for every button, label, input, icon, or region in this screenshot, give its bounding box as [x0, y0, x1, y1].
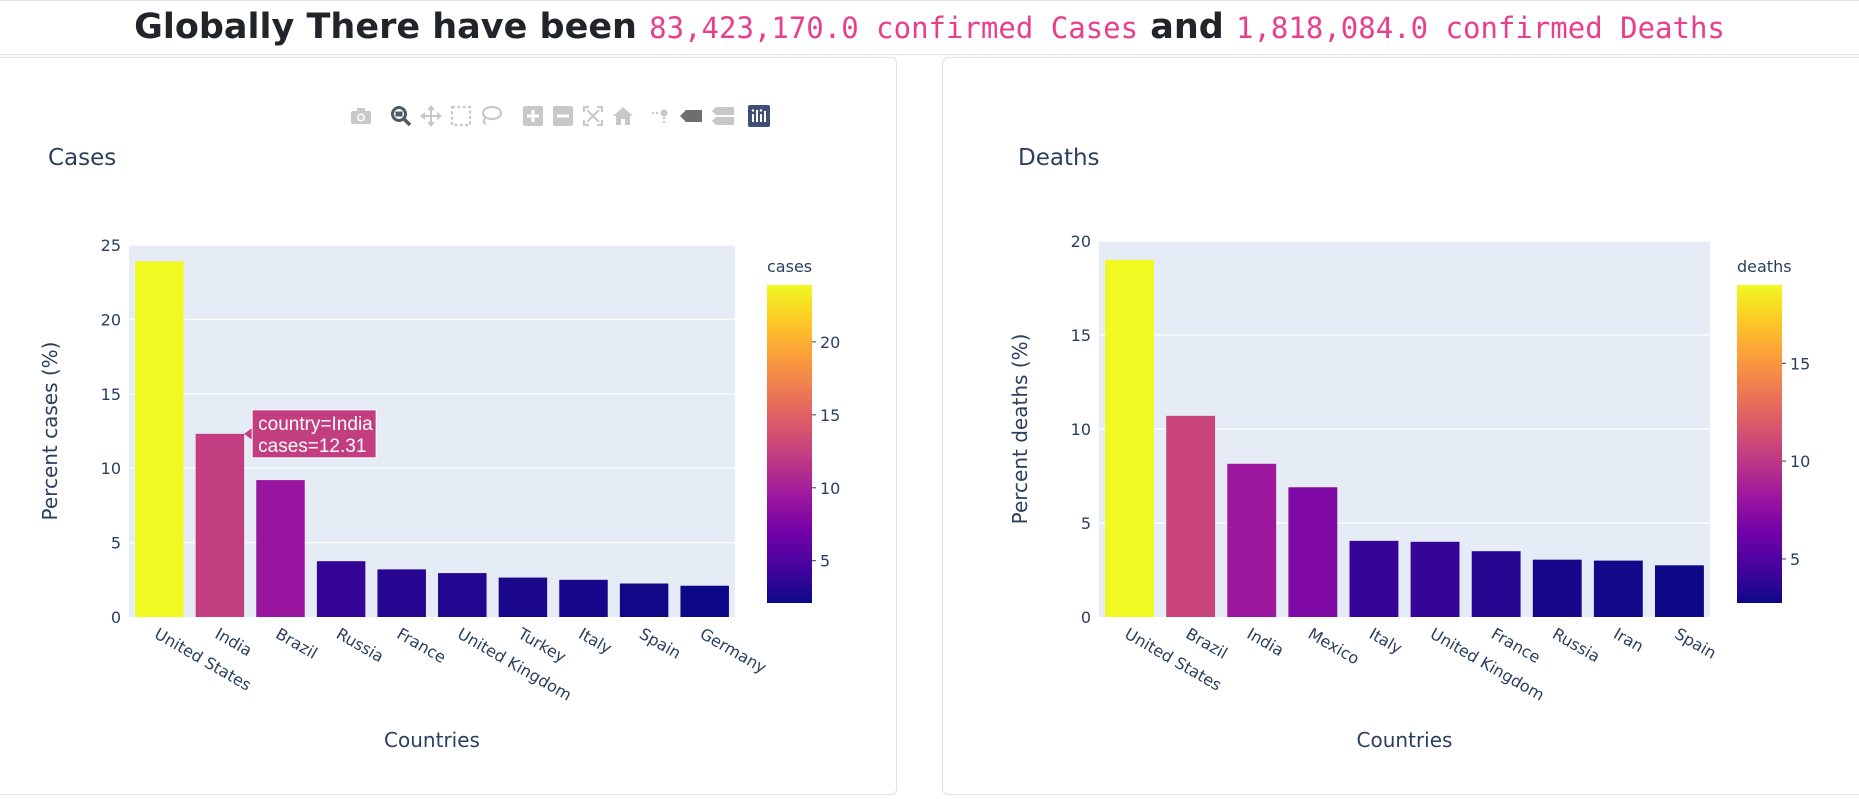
colorbar-tick-label: 10 [1790, 452, 1810, 471]
cases-chart-card: Cases 0 5 10 15 20 25 United States India Brazil R… [0, 57, 897, 795]
y-tick-label: 20 [101, 310, 121, 329]
bar-mexico[interactable] [1288, 487, 1338, 617]
box-select-icon[interactable] [448, 103, 474, 129]
tooltip-line: cases=12.31 [258, 436, 366, 457]
x-tick-label: Spain [636, 624, 684, 663]
bar-spain[interactable] [1655, 565, 1704, 617]
tooltip-line: country=India [258, 414, 373, 435]
colorbar-tick-label: 15 [820, 406, 840, 425]
x-tick-label: Russia [333, 624, 387, 666]
confirmed-deaths-value: 1,818,084.0 confirmed Deaths [1236, 11, 1725, 45]
x-tick-label: France [394, 624, 450, 667]
colorbar-tick-label: 15 [1790, 354, 1810, 373]
colorbar-tick-label: 10 [820, 479, 840, 498]
bar-italy[interactable] [1349, 540, 1399, 617]
bar-russia[interactable] [1532, 559, 1582, 617]
tooltip-pointer [244, 427, 253, 440]
bar-iran[interactable] [1593, 560, 1643, 617]
plotly-logo-icon[interactable] [746, 103, 772, 129]
colorbar [1737, 285, 1782, 603]
x-tick-label: Brazil [273, 624, 321, 663]
y-tick-label: 0 [1081, 608, 1091, 627]
y-tick-label: 10 [101, 459, 121, 478]
x-tick-label: India [1244, 624, 1288, 660]
bar-france[interactable] [1471, 551, 1521, 617]
chart-title: Deaths [1018, 145, 1100, 171]
x-tick-label: Mexico [1305, 624, 1363, 668]
bar-brazil[interactable] [256, 480, 305, 617]
deaths-chart-card: Deaths 0 5 10 15 20 United States Brazil India Me… [942, 57, 1859, 795]
bar-spain[interactable] [619, 583, 669, 617]
bar-india[interactable] [195, 433, 245, 617]
y-tick-label: 25 [101, 236, 121, 255]
zoom-icon[interactable] [388, 103, 414, 129]
autoscale-icon[interactable] [580, 103, 606, 129]
zoom-in-icon[interactable] [520, 103, 546, 129]
y-tick-label: 0 [111, 608, 121, 627]
bar-united-states[interactable] [135, 261, 184, 617]
x-tick-label: Germany [697, 624, 770, 677]
x-axis-title: Countries [384, 728, 480, 752]
x-tick-label: India [212, 624, 256, 660]
headline-connector: and [1150, 7, 1224, 47]
camera-icon[interactable] [348, 103, 374, 129]
bar-turkey[interactable] [498, 577, 548, 617]
spike-lines-icon[interactable] [648, 103, 674, 129]
bar-brazil[interactable] [1166, 415, 1216, 617]
bar-germany[interactable] [680, 585, 729, 617]
colorbar-tick-label: 20 [820, 333, 840, 352]
y-tick-label: 5 [111, 534, 121, 553]
zoom-out-icon[interactable] [550, 103, 576, 129]
bar-france[interactable] [377, 569, 426, 617]
bar-united-states[interactable] [1105, 259, 1154, 617]
y-axis-title: Percent cases (%) [38, 342, 62, 521]
x-tick-label: Iran [1610, 624, 1647, 656]
confirmed-cases-value: 83,423,170.0 confirmed Cases [649, 11, 1139, 45]
bar-india[interactable] [1227, 463, 1277, 617]
x-tick-label: Russia [1549, 624, 1603, 666]
bar-united-kingdom[interactable] [1410, 541, 1460, 617]
lasso-select-icon[interactable] [478, 103, 504, 129]
x-tick-label: Italy [576, 624, 616, 658]
hover-compare-icon[interactable] [710, 103, 736, 129]
x-tick-label: Italy [1366, 624, 1406, 658]
pan-icon[interactable] [418, 103, 444, 129]
reset-axes-icon[interactable] [610, 103, 636, 129]
y-tick-label: 5 [1081, 514, 1091, 533]
colorbar-title: deaths [1737, 257, 1792, 276]
bar-italy[interactable] [559, 579, 608, 617]
headline-prefix: Globally There have been [134, 7, 637, 47]
hover-closest-icon[interactable] [678, 103, 704, 129]
colorbar [767, 285, 812, 603]
chart-title: Cases [48, 145, 116, 171]
x-tick-label: Spain [1671, 624, 1719, 663]
y-tick-label: 10 [1071, 420, 1091, 439]
x-axis-title: Countries [1357, 728, 1453, 752]
y-tick-label: 15 [101, 385, 121, 404]
colorbar-title: cases [767, 257, 812, 276]
global-summary-headline: Globally There have been 83,423,170.0 co… [0, 6, 1859, 49]
colorbar-tick-label: 5 [1790, 550, 1800, 569]
page-header: Globally There have been 83,423,170.0 co… [0, 0, 1859, 55]
colorbar-tick-label: 5 [820, 552, 830, 571]
y-tick-label: 20 [1071, 232, 1091, 251]
bar-russia[interactable] [316, 561, 366, 617]
y-tick-label: 15 [1071, 326, 1091, 345]
tooltip-box [251, 409, 377, 459]
bar-united-kingdom[interactable] [438, 573, 487, 617]
y-axis-title: Percent deaths (%) [1008, 334, 1032, 525]
